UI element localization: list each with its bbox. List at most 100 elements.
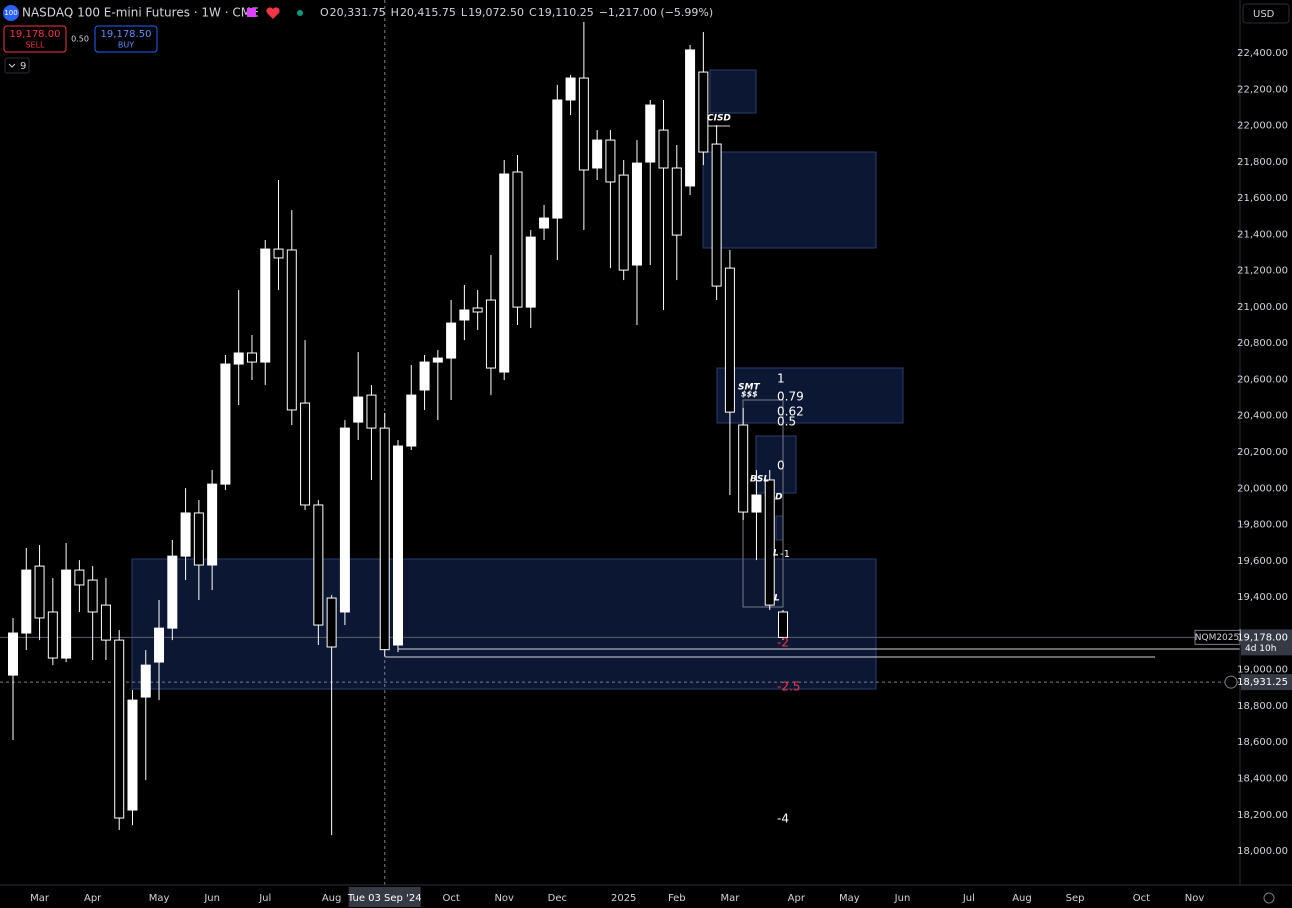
- x-tick-label: Mar: [720, 893, 740, 904]
- fib-level: -2: [777, 636, 789, 650]
- candle-body: [379, 427, 390, 651]
- fib-level: 0: [777, 459, 785, 473]
- candle-body: [539, 217, 550, 229]
- currency-button[interactable]: [1242, 3, 1290, 24]
- candle-body: [339, 427, 350, 613]
- candle-body: [512, 171, 523, 308]
- candle-body: [246, 352, 257, 363]
- zone: [716, 367, 904, 424]
- y-tick-label: 18,400.00: [1237, 773, 1288, 784]
- x-tick-label: May: [149, 893, 170, 904]
- candle-body: [711, 143, 722, 287]
- candle-body: [127, 699, 138, 811]
- candle-body: [220, 363, 231, 485]
- candle-body: [326, 597, 337, 648]
- candle-body: [393, 445, 404, 646]
- annotation: $$$: [741, 390, 758, 399]
- candle-body: [698, 71, 709, 153]
- readout-label: L: [461, 6, 468, 19]
- x-tick-label: Dec: [548, 893, 567, 904]
- candle-body: [778, 611, 789, 638]
- x-tick-label: Jul: [962, 893, 975, 904]
- candle-body: [366, 394, 377, 429]
- x-tick-label: Jun: [894, 893, 911, 904]
- candle-body: [61, 569, 72, 659]
- fib-level: -2.5: [777, 680, 800, 694]
- candle-body: [565, 77, 576, 101]
- x-tick-label: Jul: [258, 893, 271, 904]
- flag-icon[interactable]: [247, 8, 256, 17]
- status-dot: [297, 10, 303, 16]
- y-tick-label: 21,400.00: [1237, 229, 1288, 240]
- x-tick-label: Feb: [668, 893, 686, 904]
- spread: 0.50: [71, 35, 89, 44]
- candle-body: [180, 512, 191, 557]
- indicators-toggle[interactable]: [4, 57, 30, 74]
- x-tick-label: Tue 03 Sep '24: [347, 893, 422, 904]
- y-tick-label: 21,200.00: [1237, 266, 1288, 277]
- candle-body: [87, 579, 98, 613]
- buy-button[interactable]: [94, 25, 158, 53]
- y-tick-label: 22,200.00: [1237, 84, 1288, 95]
- candle-body: [499, 173, 510, 373]
- sell-button[interactable]: [3, 25, 67, 53]
- indicators-count: 9: [20, 61, 26, 72]
- candle-body: [605, 139, 616, 183]
- candle-body: [592, 139, 603, 169]
- axes: 18,000.00 18,200.00 18,400.00 18,600.00 18,8…: [30, 48, 1292, 907]
- fib-level: -4: [777, 812, 789, 826]
- price-axis: [1240, 0, 1292, 908]
- zone: [702, 151, 877, 249]
- y-tick-label: 21,800.00: [1237, 157, 1288, 168]
- sell-label: SELL: [25, 41, 45, 50]
- candle-body: [8, 632, 18, 676]
- y-tick-label: 19,800.00: [1237, 520, 1288, 531]
- symbol-icon: [3, 5, 19, 21]
- candle-body: [353, 396, 364, 423]
- x-tick-label: 2025: [611, 893, 636, 904]
- candle-body: [114, 639, 125, 819]
- candle-body: [406, 394, 417, 447]
- candle-body: [154, 627, 165, 663]
- candle-body: [47, 611, 58, 659]
- candle-body: [21, 569, 32, 634]
- y-tick-label: 22,400.00: [1237, 48, 1288, 59]
- plot: [0, 0, 1240, 885]
- x-tick-label: Mar: [30, 893, 50, 904]
- readout-label: H: [391, 6, 399, 19]
- candle-body: [525, 236, 536, 308]
- currency: USD: [1253, 9, 1275, 20]
- zone: [131, 558, 877, 690]
- x-tick-label: Oct: [442, 893, 459, 904]
- readout-value: 19,110.25: [538, 6, 594, 19]
- y-tick-label: 20,600.00: [1237, 374, 1288, 385]
- x-tick-label: May: [839, 893, 860, 904]
- x-tick-label: Oct: [1133, 893, 1150, 904]
- y-tick-label: 18,600.00: [1237, 737, 1288, 748]
- annotation: L: [774, 594, 780, 604]
- candle-body: [432, 357, 443, 363]
- symbol-title[interactable]: NASDAQ 100 E-mini Futures · 1W · CME: [22, 6, 259, 20]
- readout-label: O: [320, 6, 329, 19]
- candle-body: [446, 322, 457, 359]
- favorite-icon[interactable]: [266, 7, 280, 19]
- candle-body: [764, 479, 775, 606]
- y-tick-label: 18,000.00: [1237, 846, 1288, 857]
- last-price-label: 19,178.00: [1237, 632, 1288, 643]
- candle-body: [140, 664, 151, 698]
- candle-body: [658, 129, 669, 169]
- x-tick-label: Sep: [1066, 893, 1085, 904]
- y-tick-label: 20,800.00: [1237, 338, 1288, 349]
- annotation: L: [773, 549, 779, 559]
- settings-icon[interactable]: [1263, 892, 1275, 904]
- fib-level: -1: [780, 549, 790, 560]
- candle-body: [724, 267, 735, 413]
- last-price-box: [1241, 629, 1292, 656]
- y-tick-label: 20,200.00: [1237, 447, 1288, 458]
- add-alert-icon[interactable]: [1224, 675, 1238, 689]
- y-tick-label: 21,000.00: [1237, 302, 1288, 313]
- ohlc-readout: O 20,331.75 H 20,415.75 L 19,072.50 C 19,110.25…: [320, 6, 713, 19]
- readout-label: C: [529, 6, 537, 19]
- fib-level: 0.79: [777, 390, 804, 404]
